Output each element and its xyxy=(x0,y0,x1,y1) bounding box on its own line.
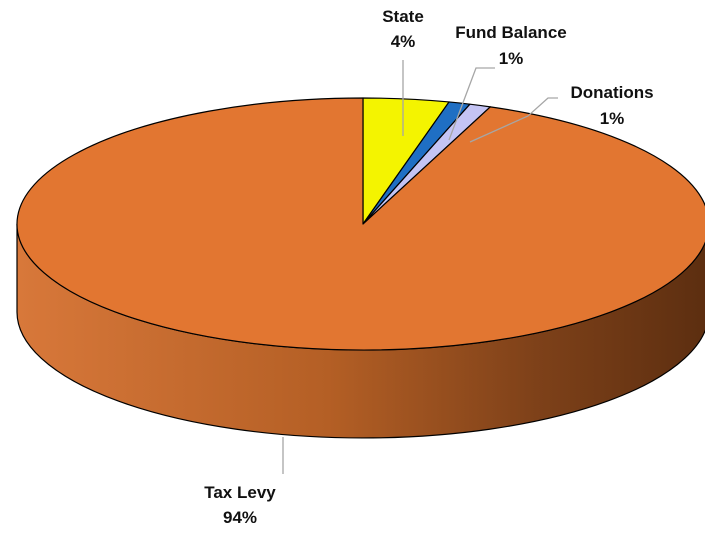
pie-slice-tax-levy xyxy=(16,97,705,351)
slice-label-donations: Donations xyxy=(570,83,653,102)
slice-percent-donations: 1% xyxy=(600,109,625,128)
slice-percent-state: 4% xyxy=(391,32,416,51)
slice-percent-fund-balance: 1% xyxy=(499,49,524,68)
slice-label-fund-balance: Fund Balance xyxy=(455,23,566,42)
slice-percent-tax-levy: 94% xyxy=(223,508,257,527)
slice-label-state: State xyxy=(382,7,424,26)
leader-line-fund-balance xyxy=(448,67,495,141)
slice-label-tax-levy: Tax Levy xyxy=(204,483,276,502)
leader-line-donations xyxy=(469,97,558,143)
